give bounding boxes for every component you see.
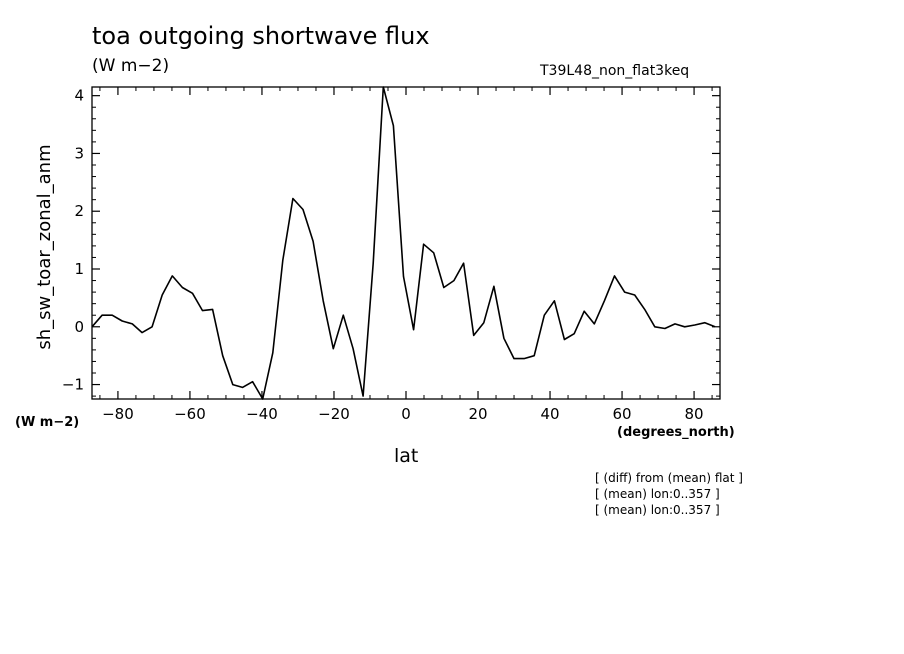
x-axis-label: lat: [394, 445, 419, 467]
y-tick-label: 2: [74, 202, 84, 220]
run-id-label: T39L48_non_flat3keq: [540, 63, 690, 79]
x-tick-label: −40: [246, 405, 278, 423]
x-tick-label: 0: [401, 405, 411, 423]
x-tick-label: 20: [468, 405, 487, 423]
x-tick-label: 40: [540, 405, 559, 423]
processing-notes: [ (diff) from (mean) flat ] [ (mean) lon…: [595, 470, 743, 518]
data-line: [91, 86, 716, 400]
y-tick-label: 0: [74, 318, 84, 336]
chart-title: toa outgoing shortwave flux: [92, 22, 430, 50]
chart-units: (W m−2): [92, 56, 170, 76]
y-axis-units: (W m−2): [15, 415, 80, 430]
x-axis-units: (degrees_north): [617, 425, 735, 440]
y-tick-label: 3: [74, 144, 84, 162]
y-tick-label: 1: [74, 260, 84, 278]
y-tick-label: 4: [74, 87, 84, 105]
note-line: [ (mean) lon:0..357 ]: [595, 487, 720, 501]
plot-frame: [91, 86, 721, 400]
x-tick-label: −20: [318, 405, 350, 423]
note-line: [ (diff) from (mean) flat ]: [595, 471, 743, 485]
y-tick-label: −1: [62, 376, 84, 394]
x-tick-label: −60: [174, 405, 206, 423]
x-tick-label: −80: [102, 405, 134, 423]
x-tick-label: 60: [613, 405, 632, 423]
note-line: [ (mean) lon:0..357 ]: [595, 503, 720, 517]
x-tick-label: 80: [685, 405, 704, 423]
